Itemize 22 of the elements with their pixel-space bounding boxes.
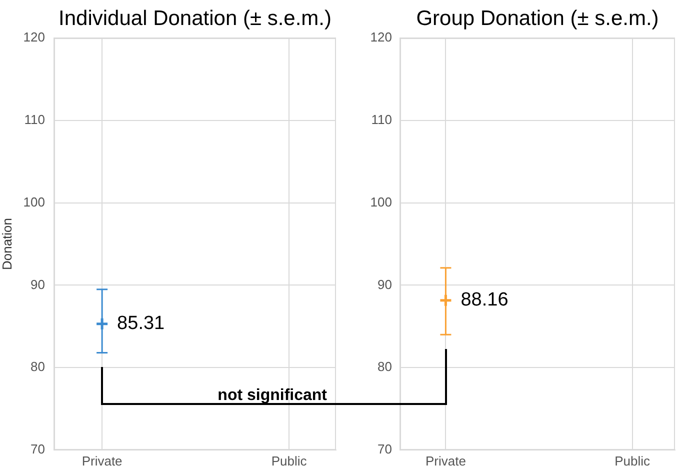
y-tick-label: 80 (30, 359, 45, 374)
y-tick-label: 90 (30, 276, 45, 292)
y-tick-label: 120 (23, 30, 45, 45)
y-tick-label: 110 (24, 112, 45, 127)
y-tick-label: 80 (378, 359, 392, 374)
data-label: 88.16 (460, 290, 508, 311)
y-axis-title: Donation (0, 218, 14, 270)
y-tick-label: 100 (370, 194, 392, 210)
chart-title: Individual Donation (± s.e.m.) (58, 6, 332, 30)
x-tick-label: Public (614, 453, 650, 468)
chart-title: Group Donation (± s.e.m.) (416, 6, 659, 30)
y-tick-label: 120 (370, 30, 392, 45)
data-label: 85.31 (117, 313, 165, 334)
y-tick-label: 70 (30, 442, 45, 457)
y-tick-label: 90 (378, 276, 392, 292)
x-tick-label: Private (425, 453, 466, 468)
x-tick-label: Public (271, 453, 308, 468)
y-tick-label: 70 (378, 442, 392, 457)
annotation: not significant (218, 387, 328, 404)
y-tick-label: 110 (371, 112, 392, 127)
y-tick-label: 100 (23, 194, 45, 210)
x-tick-label: Private (82, 453, 122, 468)
